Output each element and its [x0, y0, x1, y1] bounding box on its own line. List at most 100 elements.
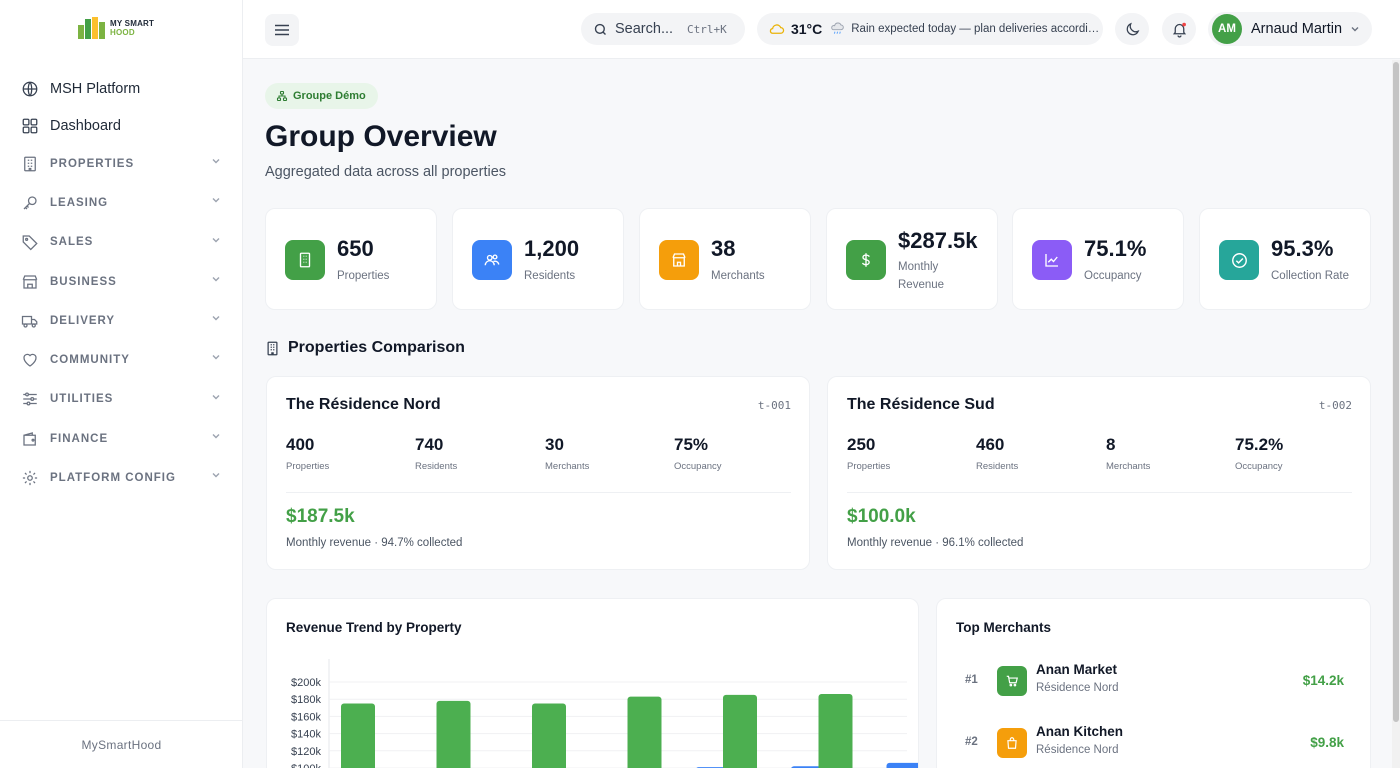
chevron-down-icon	[212, 159, 220, 164]
weather-message: Rain expected today — plan deliveries ac…	[851, 23, 1103, 35]
check-circle-icon	[1219, 240, 1259, 280]
property-card[interactable]: The Résidence Sud t-002 250 Properties 4…	[827, 376, 1371, 570]
sidebar-section-business[interactable]: BUSINESS	[0, 262, 243, 301]
property-revenue: $187.5k	[286, 506, 355, 527]
sidebar-section-label: COMMUNITY	[50, 354, 130, 367]
property-metric: 75% Occupancy	[674, 435, 799, 472]
building-icon	[285, 240, 325, 280]
metric-value: 75%	[674, 435, 709, 454]
chart-bar	[341, 703, 375, 768]
search-placeholder: Search...	[615, 21, 674, 37]
merchant-rank: #2	[965, 736, 978, 748]
stat-value: 650	[337, 236, 374, 261]
building-icon	[21, 155, 39, 173]
chevron-down-icon	[1351, 27, 1359, 32]
sidebar-item-msh-platform[interactable]: MSH Platform	[0, 70, 243, 107]
stat-card-properties[interactable]: 650 Properties	[265, 208, 437, 310]
page-scrollbar[interactable]	[1392, 60, 1400, 768]
property-name: The Résidence Sud	[847, 396, 995, 413]
revenue-trend-card: Revenue Trend by Property $200k $180k $160…	[266, 598, 919, 768]
store-icon	[21, 273, 39, 291]
tag-icon	[21, 233, 39, 251]
chart-bar	[436, 700, 471, 768]
sidebar-footer: MySmartHood	[0, 720, 243, 768]
metric-value: 460	[976, 435, 1005, 454]
building-icon	[267, 341, 278, 355]
divider	[286, 492, 791, 493]
store-icon	[659, 240, 699, 280]
property-revenue-note: Monthly revenue · 94.7% collected	[286, 537, 463, 549]
property-card[interactable]: The Résidence Nord t-001 400 Properties …	[266, 376, 810, 570]
stat-value: 75.1%	[1084, 236, 1147, 261]
sidebar-section-label: BUSINESS	[50, 275, 117, 288]
globe-icon	[21, 80, 39, 98]
sidebar-nav: MSH Platform Dashboard PROPERTIES LEASIN…	[0, 70, 243, 498]
metric-label: Properties	[847, 461, 891, 472]
weather-widget[interactable]: 31°C Rain expected today — plan deliveri…	[757, 13, 1103, 45]
stat-card-collection-rate[interactable]: 95.3% Collection Rate	[1199, 208, 1371, 310]
sidebar-item-dashboard[interactable]: Dashboard	[0, 107, 243, 144]
sidebar-section-delivery[interactable]: DELIVERY	[0, 301, 243, 340]
sidebar-section-label: FINANCE	[50, 432, 109, 445]
stat-card-residents[interactable]: 1,200 Residents	[452, 208, 624, 310]
chart-title: Revenue Trend by Property	[286, 620, 462, 635]
metric-label: Properties	[286, 461, 330, 472]
sidebar-section-properties[interactable]: PROPERTIES	[0, 144, 243, 183]
hamburger-icon	[275, 24, 289, 36]
stat-card-occupancy[interactable]: 75.1% Occupancy	[1012, 208, 1184, 310]
notifications-button[interactable]	[1162, 13, 1196, 45]
theme-toggle-button[interactable]	[1115, 13, 1149, 45]
brand-line1: MY SMART	[110, 19, 155, 28]
brand-logo[interactable]: MY SMART HOOD	[78, 17, 154, 39]
group-badge-label: Groupe Démo	[293, 90, 366, 102]
sidebar-section-leasing[interactable]: LEASING	[0, 183, 243, 222]
wallet-icon	[21, 430, 39, 448]
stat-label: Residents	[524, 270, 576, 282]
y-tick-label: $120k	[291, 746, 321, 758]
stat-card-monthly-revenue[interactable]: $287.5k Monthly Revenue	[826, 208, 998, 310]
user-menu[interactable]: AM Arnaud Martin	[1208, 12, 1372, 46]
cart-icon	[997, 666, 1027, 696]
property-metric: 250 Properties	[847, 435, 972, 472]
chevron-down-icon	[212, 394, 220, 400]
chevron-down-icon	[212, 276, 220, 282]
property-revenue-note: Monthly revenue · 96.1% collected	[847, 537, 1024, 549]
group-badge[interactable]: Groupe Démo	[265, 83, 378, 109]
key-icon	[21, 194, 39, 212]
property-metric: 30 Merchants	[545, 435, 670, 472]
page-title: Group Overview	[265, 120, 497, 153]
sidebar-section-sales[interactable]: SALES	[0, 223, 243, 262]
merchant-location: Résidence Nord	[1036, 682, 1119, 694]
sidebar-section-utilities[interactable]: UTILITIES	[0, 380, 243, 419]
y-tick-label: $100k	[291, 763, 321, 768]
sidebar-section-finance[interactable]: FINANCE	[0, 419, 243, 458]
stat-card-merchants[interactable]: 38 Merchants	[639, 208, 811, 310]
bell-icon	[1172, 22, 1186, 38]
revenue-trend-chart: $200k$180k$160k$140k$120k$100k$80k	[291, 659, 918, 768]
stat-value: $287.5k	[898, 228, 978, 253]
top-merchants-card: Top Merchants #1 Anan Market Résidence N…	[936, 598, 1371, 768]
metric-value: 75.2%	[1235, 435, 1284, 454]
sidebar-section-label: PROPERTIES	[50, 157, 135, 170]
divider	[847, 492, 1352, 493]
section-title-label: Properties Comparison	[288, 339, 465, 356]
merchant-row[interactable]: #2 Anan Kitchen Résidence Nord $9.8k	[956, 723, 1352, 763]
metric-label: Occupancy	[1235, 461, 1283, 472]
property-metric: 8 Merchants	[1106, 435, 1231, 472]
users-icon	[472, 240, 512, 280]
stat-value: 95.3%	[1271, 236, 1334, 261]
metric-label: Merchants	[1106, 461, 1151, 472]
menu-toggle-button[interactable]	[265, 14, 299, 46]
cloud-sun-icon	[769, 24, 785, 34]
search-input[interactable]: Search... Ctrl+K	[581, 13, 745, 45]
truck-icon	[21, 312, 39, 330]
sidebar-section-community[interactable]: COMMUNITY	[0, 340, 243, 379]
property-metric: 400 Properties	[286, 435, 411, 472]
metric-value: 30	[545, 435, 564, 454]
merchant-row[interactable]: #1 Anan Market Résidence Nord $14.2k	[956, 661, 1352, 701]
y-tick-label: $140k	[291, 729, 321, 741]
weather-temperature: 31°C	[790, 21, 823, 37]
scrollbar-thumb[interactable]	[1393, 62, 1399, 722]
sidebar-section-platform-config[interactable]: PLATFORM CONFIG	[0, 458, 243, 497]
metric-value: 8	[1106, 435, 1116, 454]
